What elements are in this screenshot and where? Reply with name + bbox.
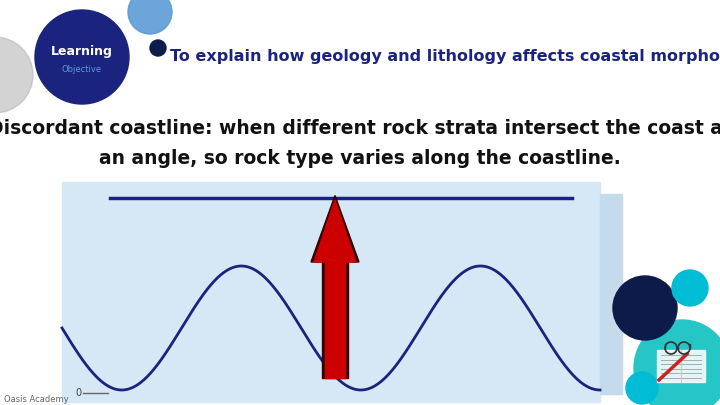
Polygon shape	[311, 196, 359, 262]
Circle shape	[35, 10, 129, 104]
Circle shape	[672, 270, 708, 306]
Text: 0: 0	[75, 388, 81, 398]
Bar	[600, 194, 622, 394]
Circle shape	[634, 320, 720, 405]
Text: Learning: Learning	[51, 45, 113, 58]
Text: To explain how geology and lithology affects coastal morphology   & cliff profil: To explain how geology and lithology aff…	[170, 49, 720, 64]
Circle shape	[626, 372, 658, 404]
Text: Discordant coastline: when different rock strata intersect the coast at: Discordant coastline: when different roc…	[0, 119, 720, 138]
Text: Objective: Objective	[62, 64, 102, 73]
Text: Oasis Academy: Oasis Academy	[4, 396, 68, 405]
Circle shape	[613, 276, 677, 340]
Bar	[325, 262, 345, 378]
Bar	[62, 182, 600, 402]
Circle shape	[128, 0, 172, 34]
Circle shape	[0, 37, 33, 113]
Bar	[322, 262, 348, 378]
Bar	[657, 350, 705, 382]
Text: an angle, so rock type varies along the coastline.: an angle, so rock type varies along the …	[99, 149, 621, 168]
Polygon shape	[314, 200, 356, 262]
Circle shape	[150, 40, 166, 56]
